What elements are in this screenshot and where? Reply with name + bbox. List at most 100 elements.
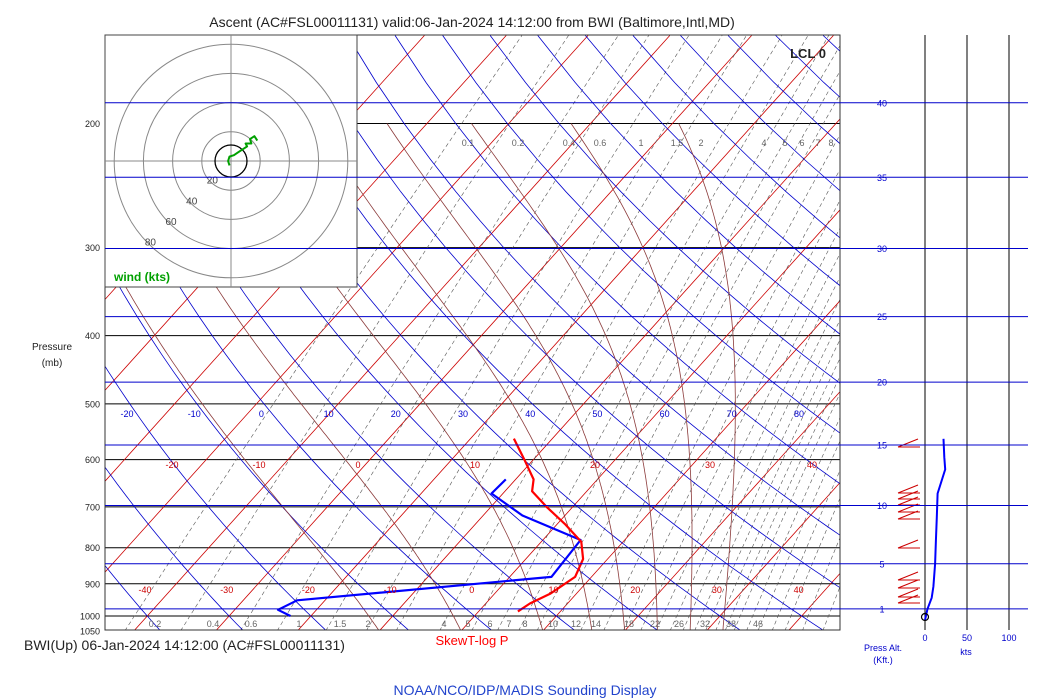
- mixing-ratio-label-top: 5: [782, 138, 787, 148]
- dry-adiabat-line: [632, 35, 840, 239]
- temperature-label-lower: 10: [548, 585, 558, 595]
- mixing-ratio-line: [864, 36, 1050, 631]
- temperature-label-mid: 40: [807, 460, 817, 470]
- dry-adiabat-line: [585, 35, 840, 287]
- mixing-ratio-label-top: 4: [761, 138, 766, 148]
- mixing-ratio-label-bottom: 38: [726, 619, 736, 629]
- dry-adiabat-line: [105, 260, 410, 630]
- mixing-ratio-label-top: 7: [815, 138, 820, 148]
- hodograph-ring: [113, 43, 349, 279]
- isotherm-line: [297, 35, 834, 630]
- mixing-ratio-line: [772, 469, 840, 630]
- isotherm-line: [543, 300, 840, 630]
- temperature-label-lower: -10: [384, 585, 397, 595]
- wind-barb-flag: [897, 496, 919, 506]
- mixing-ratio-label-bottom: 22: [650, 619, 660, 629]
- moist-adiabat-line: [471, 123, 658, 630]
- wind-barb: [897, 594, 920, 604]
- mixing-ratio-label-top: 0.2: [512, 138, 525, 148]
- wind-barb: [897, 571, 920, 581]
- sounding-profiles: [276, 438, 585, 617]
- mixing-ratio-label-bottom: 2: [365, 619, 370, 629]
- dewpoint-profile-line: [276, 478, 582, 617]
- wind-speed-tick-label: 50: [962, 633, 972, 643]
- temperature-label-mid: 30: [705, 460, 715, 470]
- dry-adiabat-line: [966, 36, 1050, 631]
- isotherm-line: [788, 572, 840, 630]
- mixing-ratio-line: [553, 93, 840, 630]
- mixing-ratio-label-bottom: 7: [506, 619, 511, 629]
- mixing-ratio-line: [518, 45, 840, 630]
- mixing-ratio-line: [746, 417, 840, 630]
- pressure-axis-label: Pressure: [32, 342, 72, 353]
- press-alt-label: Press Alt.: [864, 643, 902, 653]
- press-alt-unit: (Kft.): [873, 655, 893, 665]
- moist-adiabat-line: [678, 123, 736, 630]
- isotherm-line: [624, 391, 840, 630]
- pressure-tick-label: 800: [85, 543, 100, 553]
- mixing-ratio-line: [125, 35, 523, 630]
- dry-adiabat-line: [918, 36, 1050, 631]
- mixing-ratio-label-top: 0.4: [563, 138, 576, 148]
- mixing-ratio-line: [682, 298, 840, 630]
- wind-barb: [897, 438, 920, 448]
- dry-adiabat-line: [105, 365, 327, 630]
- mixing-ratio-line: [439, 35, 783, 630]
- wind-speed-profile-line: [924, 438, 947, 621]
- isotherm-line: [0, 35, 97, 630]
- dry-adiabat-line: [394, 35, 840, 485]
- mixing-ratio-label-top: 2: [698, 138, 703, 148]
- dry-adiabat-line: [489, 35, 840, 384]
- wind-barb-flag: [897, 510, 919, 520]
- temperature-label-upper: 70: [727, 409, 737, 419]
- mixing-ratio-label-bottom: 32: [700, 619, 710, 629]
- wind-speed-tick-label: 0: [922, 633, 927, 643]
- mixing-ratio-line: [784, 497, 840, 630]
- isotherm-line: [105, 35, 589, 573]
- mixing-ratio-label-bottom: 8: [522, 619, 527, 629]
- mixing-ratio-line: [180, 35, 569, 630]
- mixing-ratio-label-bottom: 46: [753, 619, 763, 629]
- hodograph-ring-label: 40: [186, 196, 198, 207]
- temperature-label-upper: 30: [458, 409, 468, 419]
- mixing-ratio-label-bottom: 12: [571, 619, 581, 629]
- temperature-label-upper: 80: [794, 409, 804, 419]
- temperature-label-upper: 10: [324, 409, 334, 419]
- plot-frame: [104, 34, 841, 631]
- mixing-ratio-line: [537, 70, 840, 630]
- wind-barb-flag: [897, 594, 919, 604]
- mixing-ratio-line: [964, 36, 1050, 631]
- mixing-ratio-line: [277, 35, 649, 630]
- dry-adiabat-line: [105, 565, 161, 630]
- hodograph-ring: [201, 131, 261, 191]
- moist-adiabat-line: [386, 123, 625, 630]
- pressure-tick-label: 300: [85, 243, 100, 253]
- mixing-ratio-line: [640, 227, 840, 630]
- pressure-tick-label: 700: [85, 502, 100, 512]
- mixing-ratio-line: [733, 392, 840, 630]
- mixing-ratio-line: [396, 35, 747, 630]
- wind-barb: [897, 490, 920, 500]
- lcl-label: LCL 0: [790, 46, 826, 61]
- dry-adiabat-line: [105, 466, 244, 630]
- temperature-label-lower: 0: [469, 585, 474, 595]
- wind-barb-flag: [897, 571, 919, 581]
- dry-adiabat-line: [871, 36, 1050, 631]
- mixing-ratio-line: [923, 36, 1050, 631]
- wind-barb-flag: [897, 588, 919, 598]
- mixing-ratio-line: [694, 319, 840, 630]
- isotherm-line: [706, 481, 840, 630]
- mixing-ratio-label-top: 0.1: [462, 138, 475, 148]
- footer-title: NOAA/NCO/IDP/MADIS Sounding Display: [394, 682, 657, 698]
- temperature-label-upper: -20: [120, 409, 133, 419]
- dry-adiabat-line: [347, 35, 840, 536]
- wind-profile-panel: 0 50 100: [897, 35, 1017, 643]
- mixing-ratio-line: [757, 440, 840, 630]
- wind-barb: [897, 510, 920, 520]
- pressure-tick-label: 400: [85, 331, 100, 341]
- mixing-ratio-line: [725, 375, 840, 630]
- temperature-label-lower: -20: [302, 585, 315, 595]
- isotherm-line: [870, 35, 1050, 630]
- mixing-ratio-line: [980, 36, 1050, 631]
- isotherm-line: [379, 118, 840, 630]
